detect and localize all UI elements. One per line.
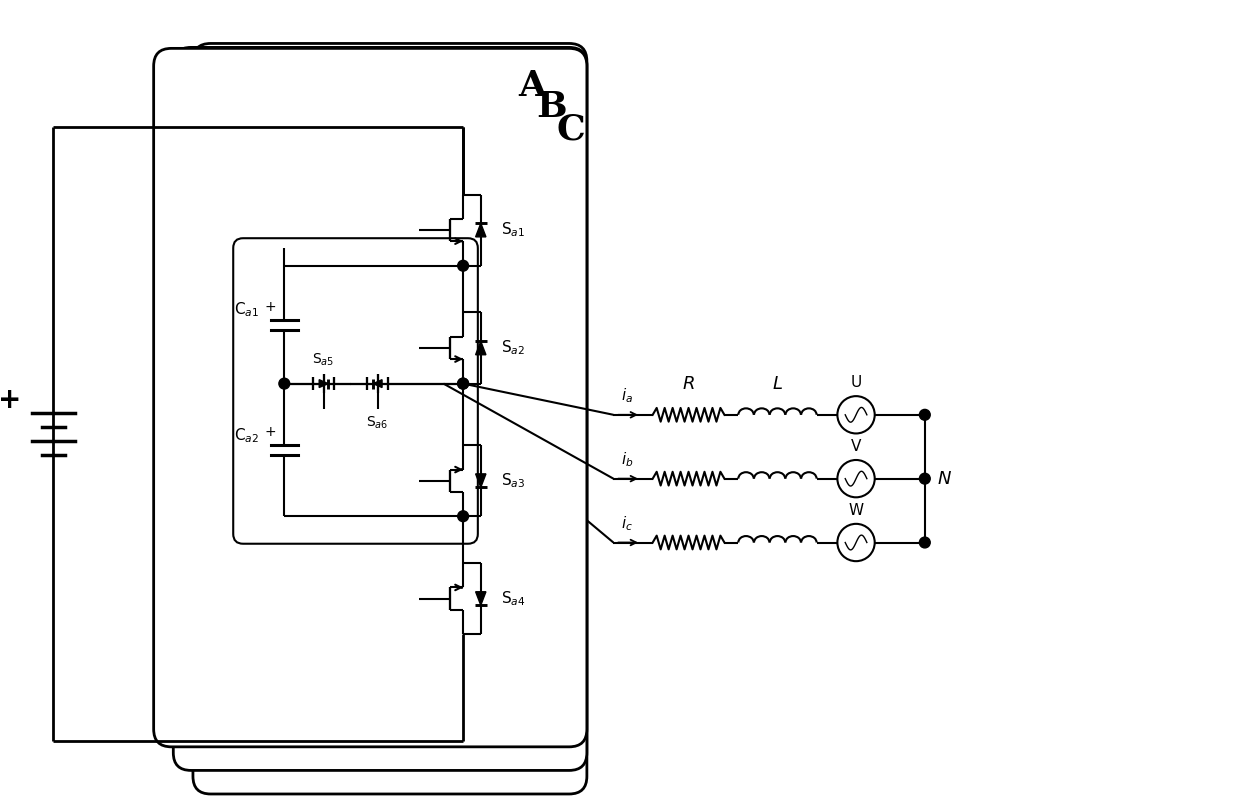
Circle shape [457,261,468,271]
Text: S$_{a3}$: S$_{a3}$ [501,471,525,490]
Polygon shape [476,592,486,605]
Text: W: W [849,503,864,518]
Circle shape [919,473,930,484]
Polygon shape [476,341,486,355]
FancyBboxPatch shape [173,48,587,771]
Text: +: + [265,300,276,314]
Text: S$_{a2}$: S$_{a2}$ [501,339,525,358]
Text: C: C [556,113,586,147]
Text: $R$: $R$ [683,375,695,393]
Polygon shape [373,379,382,387]
FancyBboxPatch shape [154,48,587,746]
Circle shape [457,511,468,521]
Circle shape [279,378,290,389]
Text: B: B [536,90,566,124]
Text: +: + [0,386,21,413]
Text: $i_b$: $i_b$ [621,450,633,469]
Text: C$_{a1}$: C$_{a1}$ [234,300,259,320]
Text: S$_{a4}$: S$_{a4}$ [501,589,525,608]
Text: $i_c$: $i_c$ [621,514,633,533]
Text: C$_{a2}$: C$_{a2}$ [234,426,259,445]
Circle shape [457,378,468,389]
Text: A: A [518,69,546,102]
Polygon shape [476,474,486,487]
Text: S$_{a5}$: S$_{a5}$ [312,352,335,368]
Polygon shape [320,379,328,387]
Circle shape [919,537,930,548]
Text: $i_a$: $i_a$ [621,387,633,405]
Text: +: + [265,425,276,439]
Text: V: V [851,439,861,454]
FancyBboxPatch shape [193,44,587,794]
Circle shape [919,409,930,420]
Circle shape [457,378,468,389]
Polygon shape [476,224,486,237]
Text: S$_{a6}$: S$_{a6}$ [367,415,389,432]
Text: $L$: $L$ [772,375,783,393]
Text: $N$: $N$ [937,470,952,487]
Text: U: U [850,375,861,391]
Text: S$_{a1}$: S$_{a1}$ [501,221,525,240]
